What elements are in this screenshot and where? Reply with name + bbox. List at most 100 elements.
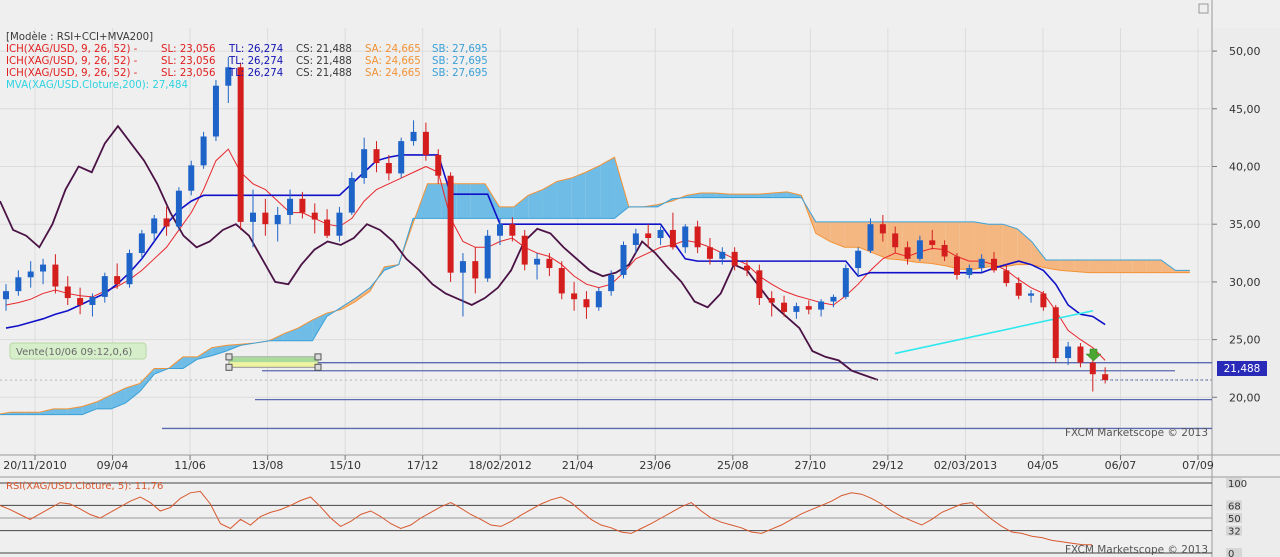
y-tick-label: 35,00 — [1229, 218, 1261, 231]
rsi-tick-bg — [1226, 478, 1242, 488]
cloud-segment — [470, 183, 486, 219]
candle-body — [978, 258, 985, 269]
candle-body — [262, 212, 269, 225]
ich-sl: SL: 23,056 — [161, 44, 215, 55]
trade-zone[interactable] — [225, 353, 322, 371]
cloud-segment — [355, 287, 370, 302]
candle-body — [484, 235, 491, 279]
candle-body — [497, 224, 503, 236]
candle-body — [731, 251, 738, 266]
candle-body — [694, 226, 701, 248]
cloud-segment — [125, 383, 140, 404]
candle-body — [89, 296, 96, 305]
candle-body — [1040, 293, 1047, 308]
chikou-line — [0, 124, 879, 381]
cloud-segment — [830, 221, 845, 248]
candle-body — [1028, 293, 1035, 296]
rsi-legend: RSI(XAG/USD.Cloture, 5): 11,76 — [6, 481, 163, 492]
candle-body — [225, 67, 232, 86]
ich-sb: SB: 27,695 — [432, 56, 488, 67]
candle-body — [953, 256, 960, 275]
x-tick-label: 15/10 — [329, 459, 361, 472]
cloud-segment — [211, 345, 227, 356]
cloud-segment — [772, 191, 788, 198]
ich-sb: SB: 27,695 — [432, 44, 488, 55]
candle-body — [1015, 283, 1022, 296]
candle-body — [64, 286, 71, 299]
watermark: FXCM Marketscope © 2013 — [1065, 427, 1208, 439]
cloud-segment — [1060, 259, 1075, 272]
rsi-tick-label: 68 — [1228, 501, 1241, 512]
trade-label-box[interactable] — [9, 342, 147, 360]
candle-body — [867, 224, 874, 251]
candle-body — [398, 141, 405, 174]
candle-body — [756, 270, 763, 299]
cloud-segment — [787, 191, 802, 198]
candle-body — [52, 264, 59, 287]
candle-body — [608, 274, 615, 292]
candle-body — [620, 244, 627, 275]
candle-body — [571, 293, 578, 300]
candle-body — [916, 240, 923, 259]
ich-cs: CS: 21,488 — [296, 68, 352, 79]
candle-body — [595, 291, 602, 308]
x-tick-label: 13/08 — [252, 459, 284, 472]
candle-body — [966, 268, 973, 275]
candle-body — [188, 165, 195, 191]
time-axis: 20/11/2010 09/04 11/06 13/08 15/10 17/12 18/02… — [3, 455, 1214, 472]
cloud-segment — [743, 194, 759, 198]
rsi-tick-label: 50 — [1228, 514, 1241, 525]
candle-body — [558, 268, 565, 294]
candle-body — [114, 276, 121, 285]
candle-body — [299, 198, 306, 213]
ichimoku-cloud — [0, 156, 1190, 416]
x-tick-label: 06/07 — [1105, 459, 1137, 472]
candle-body — [781, 302, 788, 312]
cloud-segment — [686, 193, 701, 198]
candle-body — [385, 163, 392, 174]
mva-line — [894, 309, 1094, 355]
candle-body — [509, 224, 516, 236]
candle-body — [435, 154, 442, 176]
x-tick-label: 21/04 — [562, 459, 594, 472]
cloud-segment — [1103, 259, 1118, 273]
candle-body — [719, 251, 726, 259]
candle-body — [311, 212, 318, 220]
candle-body — [250, 212, 256, 222]
candle-body — [855, 250, 862, 269]
candle-body — [361, 149, 368, 179]
candle-body — [892, 233, 899, 248]
legend: [Modèle : RSI+CCI+MVA200] ICH(XAG/USD, 9… — [6, 31, 488, 492]
cloud-segment — [139, 368, 155, 392]
candle-body — [336, 212, 343, 236]
legend-row: ICH(XAG/USD, 9, 26, 52) - SL: 23,056 TL:… — [6, 68, 488, 79]
x-tick-label: 25/08 — [717, 459, 749, 472]
candle-body — [645, 233, 652, 239]
cloud-segment — [585, 165, 601, 219]
rsi-tick-label: 0 — [1228, 549, 1234, 557]
cloud-segment — [427, 183, 442, 219]
ich-tl: TL: 26,274 — [228, 56, 283, 67]
candle-body — [706, 247, 713, 259]
ich-tl: TL: 26,274 — [228, 68, 283, 79]
cloud-segment — [513, 195, 529, 219]
cloud-segment — [1132, 259, 1147, 273]
ich-cs: CS: 21,488 — [296, 56, 352, 67]
rsi-axis-panel — [1212, 478, 1280, 557]
candle-body — [101, 276, 108, 297]
sell-arrow-icon[interactable] — [1085, 348, 1102, 362]
candle-body — [15, 277, 22, 292]
cloud-segment — [1031, 241, 1046, 269]
x-tick-label: 09/04 — [97, 459, 129, 472]
candle-body — [472, 261, 479, 279]
rsi-tick-label: 100 — [1228, 479, 1247, 490]
candlesticks[interactable] — [3, 56, 1109, 392]
candle-body — [373, 149, 380, 164]
candle-body — [1065, 346, 1072, 359]
candle-body — [274, 214, 281, 225]
trade-zone-profit — [229, 356, 318, 363]
panel-menu-icon[interactable] — [1198, 3, 1209, 14]
x-tick-label: 18/02/2012 — [468, 459, 531, 472]
candle-body — [830, 296, 837, 302]
